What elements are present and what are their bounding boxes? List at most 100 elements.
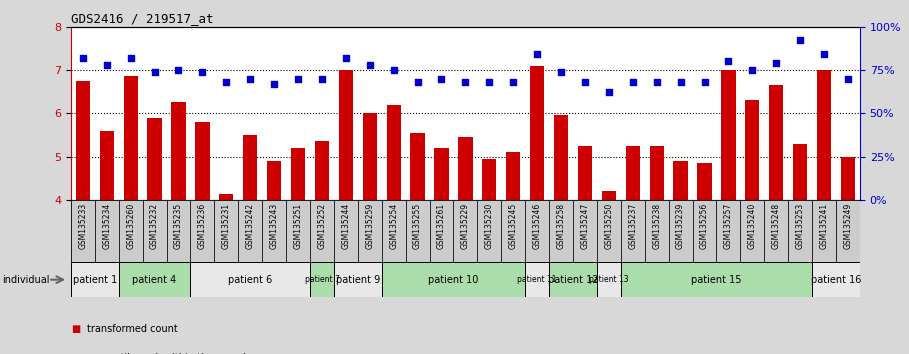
Bar (788, 200, 812, 262)
Text: percentile rank within the sample: percentile rank within the sample (87, 353, 253, 354)
Bar (291, 148, 305, 200)
Text: patient 4: patient 4 (133, 275, 176, 285)
Text: GSM135239: GSM135239 (676, 203, 685, 249)
Point (745, 67, 760, 73)
Bar (95, 200, 119, 262)
Text: GSM135250: GSM135250 (604, 203, 614, 249)
Bar (482, 159, 496, 200)
Text: patient 7: patient 7 (305, 275, 339, 284)
Bar (100, 131, 114, 200)
Bar (721, 70, 735, 200)
Text: ■: ■ (71, 324, 80, 334)
Text: GSM135244: GSM135244 (342, 203, 350, 249)
Bar (310, 262, 334, 297)
Text: GSM135249: GSM135249 (844, 203, 853, 249)
Bar (549, 200, 573, 262)
Point (697, 79, 712, 85)
Bar (697, 163, 712, 200)
Point (195, 69, 210, 74)
Text: GSM135258: GSM135258 (556, 203, 565, 249)
Bar (339, 70, 353, 200)
Text: GSM135230: GSM135230 (484, 203, 494, 249)
Bar (267, 161, 281, 200)
Text: GSM135234: GSM135234 (103, 203, 111, 249)
Text: patient 15: patient 15 (691, 275, 742, 285)
Point (721, 58, 735, 64)
Point (147, 69, 162, 74)
Bar (597, 200, 621, 262)
Point (817, 51, 832, 57)
Bar (554, 115, 568, 200)
Bar (262, 200, 286, 262)
Bar (358, 200, 382, 262)
Point (674, 79, 688, 85)
Point (219, 79, 234, 85)
Text: GSM135242: GSM135242 (245, 203, 255, 249)
Text: GDS2416 / 219517_at: GDS2416 / 219517_at (71, 12, 214, 25)
Point (315, 76, 329, 81)
Bar (525, 262, 549, 297)
Bar (124, 76, 138, 200)
Bar (334, 262, 382, 297)
Bar (597, 262, 621, 297)
Bar (477, 200, 501, 262)
Text: patient 16: patient 16 (811, 275, 861, 285)
Point (386, 67, 401, 73)
Text: patient 6: patient 6 (228, 275, 273, 285)
Bar (386, 105, 401, 200)
Bar (171, 102, 185, 200)
Text: patient 12: patient 12 (548, 275, 598, 285)
Text: GSM135248: GSM135248 (772, 203, 781, 249)
Bar (764, 200, 788, 262)
Text: GSM135233: GSM135233 (78, 203, 87, 249)
Bar (812, 262, 860, 297)
Bar (602, 191, 616, 200)
Bar (573, 200, 597, 262)
Point (482, 79, 496, 85)
Bar (793, 144, 807, 200)
Point (243, 76, 257, 81)
Point (649, 79, 664, 85)
Bar (769, 85, 784, 200)
Bar (506, 152, 520, 200)
Point (458, 79, 473, 85)
Bar (286, 200, 310, 262)
Point (171, 67, 185, 73)
Text: patient 9: patient 9 (335, 275, 380, 285)
Text: GSM135253: GSM135253 (795, 203, 804, 249)
Point (769, 60, 784, 66)
Bar (817, 70, 831, 200)
Point (363, 62, 377, 68)
Point (410, 79, 425, 85)
Text: patient 10: patient 10 (428, 275, 479, 285)
Text: GSM135243: GSM135243 (270, 203, 279, 249)
Bar (621, 262, 812, 297)
Text: GSM135246: GSM135246 (533, 203, 542, 249)
Text: GSM135231: GSM135231 (222, 203, 231, 249)
Bar (119, 262, 191, 297)
Text: GSM135245: GSM135245 (509, 203, 518, 249)
Point (506, 79, 521, 85)
Point (554, 69, 568, 74)
Text: GSM135236: GSM135236 (198, 203, 207, 249)
Text: patient 13: patient 13 (589, 275, 629, 284)
Bar (740, 200, 764, 262)
Bar (621, 200, 644, 262)
Point (530, 51, 544, 57)
Bar (669, 200, 693, 262)
Point (602, 90, 616, 95)
Point (75, 55, 90, 61)
Text: GSM135259: GSM135259 (365, 203, 375, 249)
Point (99, 62, 114, 68)
Point (435, 76, 449, 81)
Text: patient 1: patient 1 (73, 275, 117, 285)
Text: GSM135255: GSM135255 (413, 203, 422, 249)
Bar (382, 262, 525, 297)
Bar (650, 146, 664, 200)
Text: individual: individual (2, 275, 49, 285)
Text: GSM135247: GSM135247 (581, 203, 589, 249)
Point (291, 76, 305, 81)
Bar (745, 100, 760, 200)
Bar (501, 200, 525, 262)
Text: GSM135256: GSM135256 (700, 203, 709, 249)
